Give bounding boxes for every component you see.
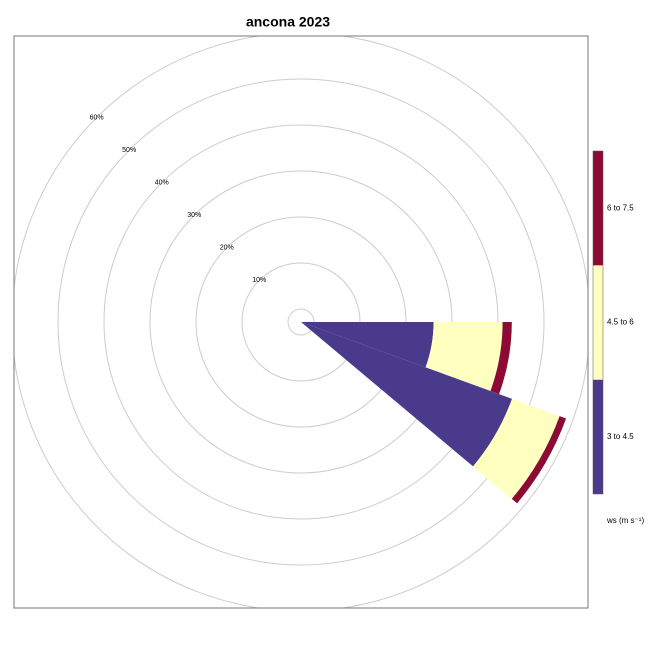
legend-swatch [593, 265, 603, 380]
sector [301, 322, 434, 368]
chart-title: ancona 2023 [246, 14, 330, 30]
sector [490, 322, 512, 395]
sector [301, 322, 513, 467]
legend-border [592, 150, 604, 495]
r-tick-label: 20% [220, 245, 234, 252]
legend-label: 6 to 7.5 [607, 203, 634, 212]
legend-title: ws (m s⁻¹) [606, 516, 644, 525]
sector [511, 416, 567, 504]
legend-label: 4.5 to 6 [607, 318, 634, 327]
legend: 3 to 4.5 4.5 to 6 6 to 7.5 [592, 150, 634, 495]
r-tick-label: 60% [90, 114, 104, 121]
sectors [301, 322, 567, 504]
r-tick-label: 50% [122, 147, 136, 154]
grid-circle [57, 78, 545, 566]
panel-border [13, 35, 589, 609]
legend-swatch [593, 151, 603, 266]
legend-label: 3 to 4.5 [607, 432, 634, 441]
r-tick-label: 40% [155, 180, 169, 187]
r-tick-label: 30% [187, 212, 201, 219]
sector [425, 322, 503, 391]
r-tick-label: 10% [252, 277, 266, 284]
legend-swatch [593, 379, 603, 494]
sector [473, 398, 560, 499]
tick-labels: 10% 20% 30% 40% 50% 60% [90, 114, 267, 284]
